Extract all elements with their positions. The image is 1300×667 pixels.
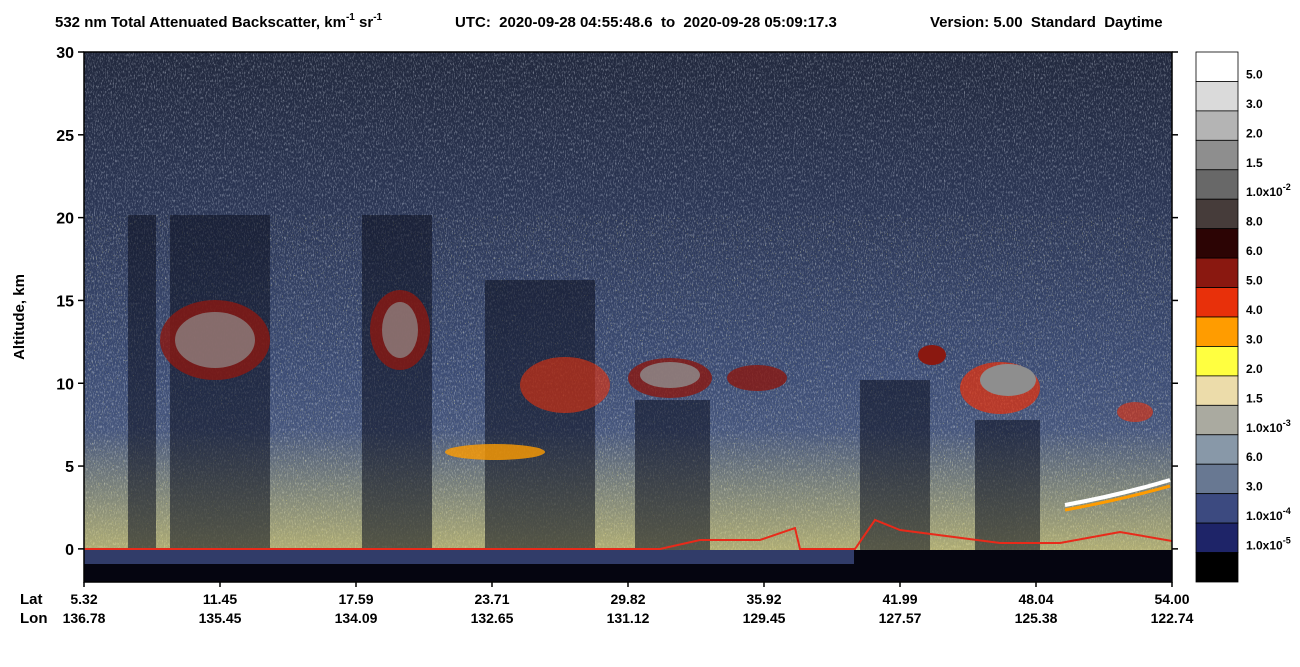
colorbar-segment: [1195, 287, 1239, 318]
colorbar-label-sup: -4: [1283, 506, 1291, 516]
colorbar-segment: [1195, 81, 1239, 112]
colorbar-label-text: 3.0: [1246, 480, 1263, 494]
x-tick-label: 17.59: [338, 591, 373, 607]
colorbar-segment: [1195, 346, 1239, 377]
chart-title: 532 nm Total Attenuated Backscatter, km-…: [55, 12, 383, 31]
colorbar-label: 3.0: [1246, 97, 1263, 111]
curtain-image: [84, 52, 1172, 582]
colorbar-segment: [1195, 139, 1239, 171]
colorbar-label-sup: -3: [1283, 418, 1291, 428]
colorbar-segment: [1195, 552, 1239, 583]
lon-row-label: Lon: [20, 610, 48, 627]
y-tick-label: 0: [65, 542, 74, 559]
colorbar-segment: [1195, 404, 1239, 436]
y-tick-label: 25: [56, 128, 74, 145]
colorbar-segment: [1195, 316, 1239, 347]
surface-line: [84, 518, 1172, 550]
version: Version: 5.00 Standard Daytime: [930, 14, 1163, 31]
colorbar-label: 6.0: [1246, 244, 1263, 258]
colorbar-label-text: 1.0x10: [1246, 509, 1283, 523]
colorbar-segment: [1195, 169, 1239, 200]
x-tick-label: 136.78: [63, 610, 106, 626]
colorbar-label-sup: -2: [1283, 182, 1291, 192]
x-tick-label: 122.74: [1151, 610, 1194, 626]
title-sup: -1: [373, 12, 382, 23]
colorbar-label: 3.0: [1246, 480, 1263, 494]
utc-range: UTC: 2020-09-28 04:55:48.6 to 2020-09-28…: [455, 14, 837, 31]
colorbar-label-sup: -5: [1283, 536, 1291, 546]
x-tick-label: 134.09: [335, 610, 378, 626]
colorbar-segment: [1195, 228, 1239, 259]
colorbar-label: 2.0: [1246, 126, 1263, 140]
y-tick-label: 30: [56, 45, 74, 62]
colorbar-label-text: 2.0: [1246, 362, 1263, 376]
colorbar-label-text: 1.0x10: [1246, 185, 1283, 199]
colorbar-label-text: 3.0: [1246, 97, 1263, 111]
colorbar-label-text: 1.0x10: [1246, 539, 1283, 553]
x-tick-label: 41.99: [882, 591, 917, 607]
x-tick-label: 135.45: [199, 610, 242, 626]
x-tick-label: 5.32: [70, 591, 97, 607]
title-sup: -1: [346, 12, 355, 23]
y-tick-label: 15: [56, 293, 74, 310]
x-tick-label: 127.57: [879, 610, 922, 626]
colorbar-label-text: 8.0: [1246, 215, 1263, 229]
colorbar-label-text: 3.0: [1246, 332, 1263, 346]
colorbar-label-text: 5.0: [1246, 67, 1263, 81]
colorbar-segment: [1195, 493, 1239, 524]
colorbar-label-text: 6.0: [1246, 244, 1263, 258]
colorbar-segment: [1195, 434, 1239, 465]
y-tick-label: 5: [65, 459, 74, 476]
colorbar-label-text: 4.0: [1246, 303, 1263, 317]
colorbar-label-text: 6.0: [1246, 450, 1263, 464]
colorbar-label-text: 1.5: [1246, 156, 1263, 170]
colorbar-label: 1.5: [1246, 391, 1263, 405]
x-tick-label: 29.82: [610, 591, 645, 607]
x-tick-label: 11.45: [203, 591, 237, 607]
colorbar-label: 1.0x10-5: [1246, 536, 1291, 553]
colorbar-label: 1.0x10-2: [1246, 182, 1291, 199]
x-tick-label: 131.12: [607, 610, 650, 626]
colorbar-segment: [1195, 375, 1239, 406]
y-axis-label: Altitude, km: [11, 274, 28, 360]
lat-row-label: Lat: [20, 591, 43, 608]
colorbar-label: 8.0: [1246, 215, 1263, 229]
colorbar-segment: [1195, 522, 1239, 553]
x-tick-label: 35.92: [746, 591, 781, 607]
colorbar-label-text: 1.5: [1246, 391, 1263, 405]
x-tick-label: 48.04: [1018, 591, 1053, 607]
colorbar-label-text: 2.0: [1246, 126, 1263, 140]
colorbar-label-text: 5.0: [1246, 274, 1263, 288]
colorbar-segment: [1195, 463, 1239, 495]
x-tick-label: 23.71: [474, 591, 509, 607]
colorbar-segment: [1195, 110, 1239, 141]
colorbar-label-text: 1.0x10: [1246, 421, 1283, 435]
x-tick-label: 54.00: [1154, 591, 1189, 607]
colorbar-label: 6.0: [1246, 450, 1263, 464]
title-part: sr: [355, 14, 374, 31]
colorbar-segment: [1195, 198, 1239, 230]
x-tick-label: 129.45: [743, 610, 786, 626]
title-part: 532 nm Total Attenuated Backscatter, km: [55, 14, 346, 31]
cloud-layer: [160, 290, 1171, 512]
colorbar-label: 4.0: [1246, 303, 1263, 317]
y-tick-label: 10: [56, 376, 74, 393]
y-tick-label: 20: [56, 211, 74, 228]
colorbar-segment: [1195, 51, 1239, 82]
colorbar-label: 5.0: [1246, 67, 1263, 81]
colorbar-label: 5.0: [1246, 274, 1263, 288]
colorbar-segment: [1195, 257, 1239, 288]
x-tick-label: 132.65: [471, 610, 514, 626]
colorbar-label: 1.0x10-3: [1246, 418, 1291, 435]
colorbar-label: 1.0x10-4: [1246, 506, 1291, 523]
colorbar-label: 3.0: [1246, 332, 1263, 346]
colorbar-label: 1.5: [1246, 156, 1263, 170]
colorbar-label: 2.0: [1246, 362, 1263, 376]
x-tick-label: 125.38: [1015, 610, 1058, 626]
